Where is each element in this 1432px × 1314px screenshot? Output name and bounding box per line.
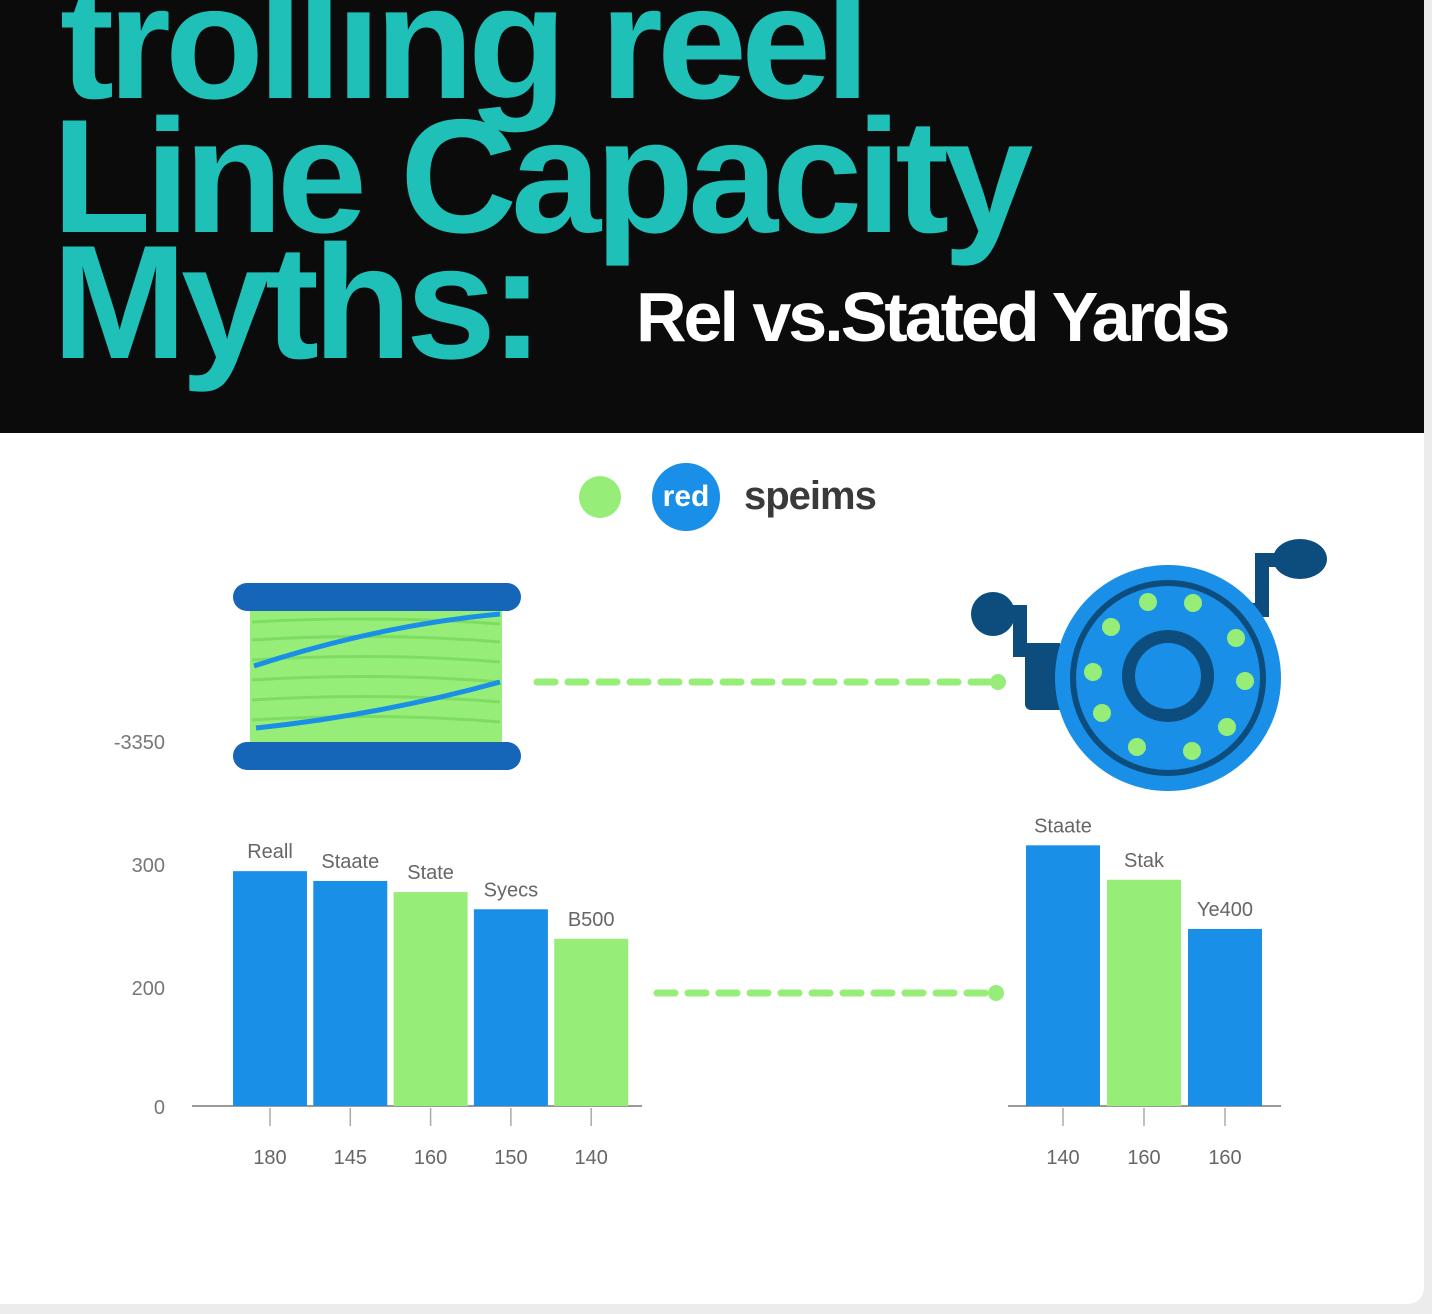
title-line-2: Line Capacity [52, 86, 1033, 267]
bar [313, 880, 388, 1106]
bar-label: Staate [321, 851, 379, 873]
x-tick-label: 140 [575, 1147, 608, 1169]
bar [473, 909, 548, 1106]
x-tick-label: 140 [1046, 1147, 1079, 1169]
header-banner: trolling reel Line Capacity Myths: Rel v… [0, 0, 1424, 433]
y-tick-label: 300 [132, 855, 165, 877]
bar-label: Staate [1034, 815, 1092, 837]
bar [1188, 928, 1262, 1106]
trolling-reel-icon [971, 539, 1327, 791]
subtitle: Rel vs.Stated Yards [636, 278, 1230, 356]
legend-label: speims [744, 474, 877, 518]
x-tick-label: 145 [334, 1147, 367, 1169]
connector-dot [988, 985, 1004, 1001]
bar [1107, 879, 1181, 1106]
bar [1026, 845, 1100, 1106]
line-spool-icon [233, 583, 521, 770]
x-tick-label: 160 [1127, 1147, 1160, 1169]
x-tick-label: 160 [414, 1147, 447, 1169]
bar [393, 892, 468, 1106]
y-tick-label: 0 [154, 1097, 165, 1119]
bar-label: B500 [568, 909, 615, 931]
bar-label: Syecs [484, 879, 538, 901]
y-tick-label: -3350 [114, 732, 165, 754]
connector-dot [990, 674, 1006, 690]
bar-label: State [407, 862, 454, 884]
y-tick-label: 200 [132, 978, 165, 1000]
x-tick-label: 180 [253, 1147, 286, 1169]
bar [554, 938, 629, 1106]
title-line-3: Myths: [52, 212, 544, 393]
legend-green-dot [579, 476, 621, 518]
bar-label: Reall [247, 841, 293, 863]
legend-blue-badge: red [652, 463, 720, 531]
bar-label: Stak [1124, 850, 1165, 872]
x-tick-label: 150 [494, 1147, 527, 1169]
bar-label: Ye400 [1197, 899, 1253, 921]
x-tick-label: 160 [1208, 1147, 1241, 1169]
title-line-1: trolling reel [60, 0, 870, 133]
bar [233, 871, 307, 1106]
